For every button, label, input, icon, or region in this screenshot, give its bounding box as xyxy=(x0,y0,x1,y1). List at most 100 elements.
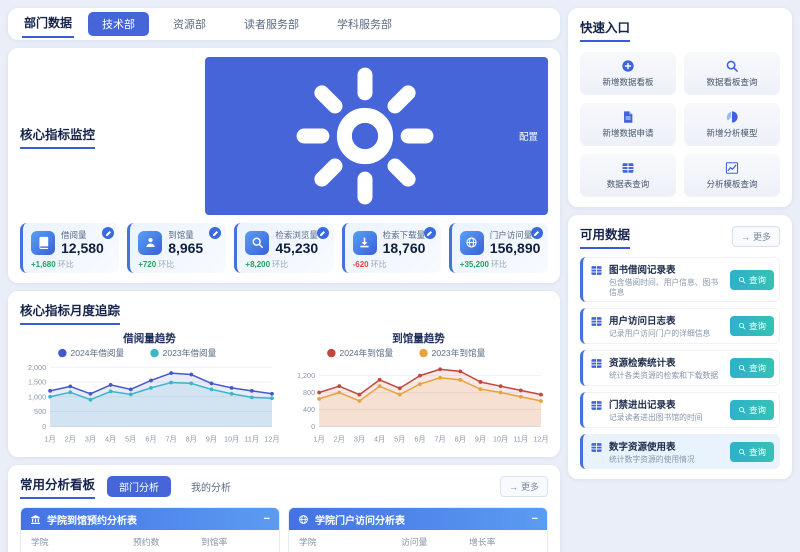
arrow-right-icon: → xyxy=(740,231,750,242)
config-button[interactable]: 配置 xyxy=(204,57,548,215)
metric-delta: -620 环比 xyxy=(352,260,387,270)
data-point xyxy=(317,390,322,395)
available-data-more-button[interactable]: → 更多 xyxy=(731,226,780,247)
y-tick-label: 800 xyxy=(303,388,315,397)
metric-card-1: 借阅量 12,580 +1,680 环比 xyxy=(20,223,120,273)
pie-icon xyxy=(725,110,739,124)
table-icon xyxy=(621,161,635,175)
legend-dot xyxy=(58,348,67,358)
department-tab-1[interactable]: 技术部 xyxy=(88,12,150,36)
y-tick-label: 1,500 xyxy=(28,378,46,387)
legend-item[interactable]: 2024年到馆量 xyxy=(327,347,393,358)
quick-entry-3[interactable]: 新增数据申请 xyxy=(580,103,676,146)
x-tick-label: 11月 xyxy=(513,434,528,443)
download-icon xyxy=(358,236,371,249)
data-point xyxy=(518,388,523,393)
pencil-icon xyxy=(426,230,433,237)
search-icon xyxy=(738,364,746,372)
x-tick-label: 11月 xyxy=(244,434,259,443)
search-icon xyxy=(738,322,746,330)
edit-metric-button[interactable] xyxy=(209,227,222,239)
data-point xyxy=(418,373,422,378)
legend-item[interactable]: 2023年借阅量 xyxy=(150,347,217,358)
x-tick-label: 8月 xyxy=(455,434,466,443)
data-point xyxy=(229,385,234,390)
quick-entry-section: 快速入口 新增数据看板 数据看板查询 新增数据申请 新增分析模型 数据表查询 分析模板查询 xyxy=(568,8,792,207)
available-data-section: 可用数据 → 更多 图书借阅记录表 包含借阅时间、用户信息、图书信息 查询 用户访问日… xyxy=(568,215,792,480)
legend-item[interactable]: 2023年到馆量 xyxy=(419,347,486,358)
metrics-section-title: 核心指标监控 xyxy=(20,124,96,149)
legend-dot xyxy=(150,348,159,358)
x-tick-label: 7月 xyxy=(435,434,446,443)
edit-metric-button[interactable] xyxy=(316,227,329,239)
quick-entry-5[interactable]: 数据表查询 xyxy=(580,154,676,197)
metric-value: 12,580 xyxy=(61,240,104,256)
x-tick-label: 9月 xyxy=(475,434,486,443)
available-data-list: 图书借阅记录表 包含借阅时间、用户信息、图书信息 查询 用户访问日志表 记录用户访问门户… xyxy=(580,257,780,470)
metrics-section: 核心指标监控 配置 借阅量 12,580 +1,680 环比 到馆量 8,965 +720 环… xyxy=(8,48,560,283)
boards-tab-1[interactable]: 部门分析 xyxy=(107,476,172,498)
data-point xyxy=(438,375,443,380)
data-table-item-3: 资源检索统计表 统计各类资源的检索和下载数据 查询 xyxy=(580,350,780,386)
metric-delta: +35,200 环比 xyxy=(459,260,507,270)
edit-metric-button[interactable] xyxy=(530,227,543,239)
data-table-desc: 记录读者进出图书馆的时间 xyxy=(609,412,703,422)
data-point xyxy=(337,390,342,395)
collapse-button[interactable]: − xyxy=(531,513,538,526)
data-point xyxy=(209,387,214,392)
collapse-button[interactable]: − xyxy=(263,513,270,526)
query-button[interactable]: 查询 xyxy=(729,441,774,462)
quick-entry-2[interactable]: 数据看板查询 xyxy=(684,52,780,95)
data-point xyxy=(418,382,422,386)
data-table-item-1: 图书借阅记录表 包含借阅时间、用户信息、图书信息 查询 xyxy=(580,257,780,303)
department-tabs: 技术部 资源部 读者服务部 学科服务部 xyxy=(88,12,406,36)
boards-tab-2[interactable]: 我的分析 xyxy=(191,483,232,495)
query-button[interactable]: 查询 xyxy=(729,399,774,420)
data-point xyxy=(518,394,523,399)
plus-icon xyxy=(621,59,635,73)
search-blue-icon xyxy=(725,59,739,73)
quick-entry-4[interactable]: 新增分析模型 xyxy=(684,103,780,146)
data-point xyxy=(209,381,214,386)
legend-label: 2024年到馆量 xyxy=(339,347,393,358)
data-point xyxy=(229,391,234,396)
main-column: 部门数据 技术部 资源部 读者服务部 学科服务部 核心指标监控 配置 借阅量 12,58… xyxy=(8,8,560,552)
x-tick-label: 8月 xyxy=(186,434,197,443)
pencil-icon xyxy=(105,230,112,237)
data-point xyxy=(458,377,463,382)
series-area xyxy=(319,377,541,427)
data-table-item-4: 门禁进出记录表 记录读者进出图书馆的时间 查询 xyxy=(580,391,780,428)
x-tick-label: 7月 xyxy=(166,434,177,443)
legend-item[interactable]: 2024年借阅量 xyxy=(58,347,124,358)
globe-icon xyxy=(298,514,309,525)
metric-label: 借阅量 xyxy=(61,230,87,240)
query-button[interactable]: 查询 xyxy=(729,358,774,379)
edit-metric-button[interactable] xyxy=(102,227,115,239)
department-tab-2[interactable]: 资源部 xyxy=(173,19,207,31)
metric-label: 门户访问量 xyxy=(489,230,533,240)
boards-more-button[interactable]: → 更多 xyxy=(499,476,548,498)
data-point xyxy=(317,396,322,401)
data-point xyxy=(337,384,342,389)
arrow-right-icon: → xyxy=(508,481,518,492)
x-tick-label: 5月 xyxy=(125,434,136,443)
series-line xyxy=(318,368,542,396)
x-tick-label: 2月 xyxy=(334,434,345,443)
file-icon xyxy=(621,110,635,124)
edit-metric-button[interactable] xyxy=(423,227,436,239)
data-point xyxy=(478,380,483,384)
quick-entry-1[interactable]: 新增数据看板 xyxy=(580,52,676,95)
department-tab-4[interactable]: 学科服务部 xyxy=(337,19,393,31)
quick-entry-6[interactable]: 分析模板查询 xyxy=(684,154,780,197)
department-tab-3[interactable]: 读者服务部 xyxy=(244,19,300,31)
boards-tabs: 部门分析 我的分析 xyxy=(107,476,243,498)
query-button[interactable]: 查询 xyxy=(729,316,774,337)
legend-label: 2023年借阅量 xyxy=(163,347,217,358)
query-button[interactable]: 查询 xyxy=(729,269,774,290)
data-point xyxy=(128,392,133,397)
panel-header: 学院到馆预约分析表 − xyxy=(21,508,279,531)
borrow-trend-chart: 借阅量趋势 2024年借阅量 2023年借阅量 0 500 1,000 1,500 2,000… xyxy=(20,329,279,447)
table-icon xyxy=(590,399,603,412)
quick-entry-title: 快速入口 xyxy=(580,17,631,42)
